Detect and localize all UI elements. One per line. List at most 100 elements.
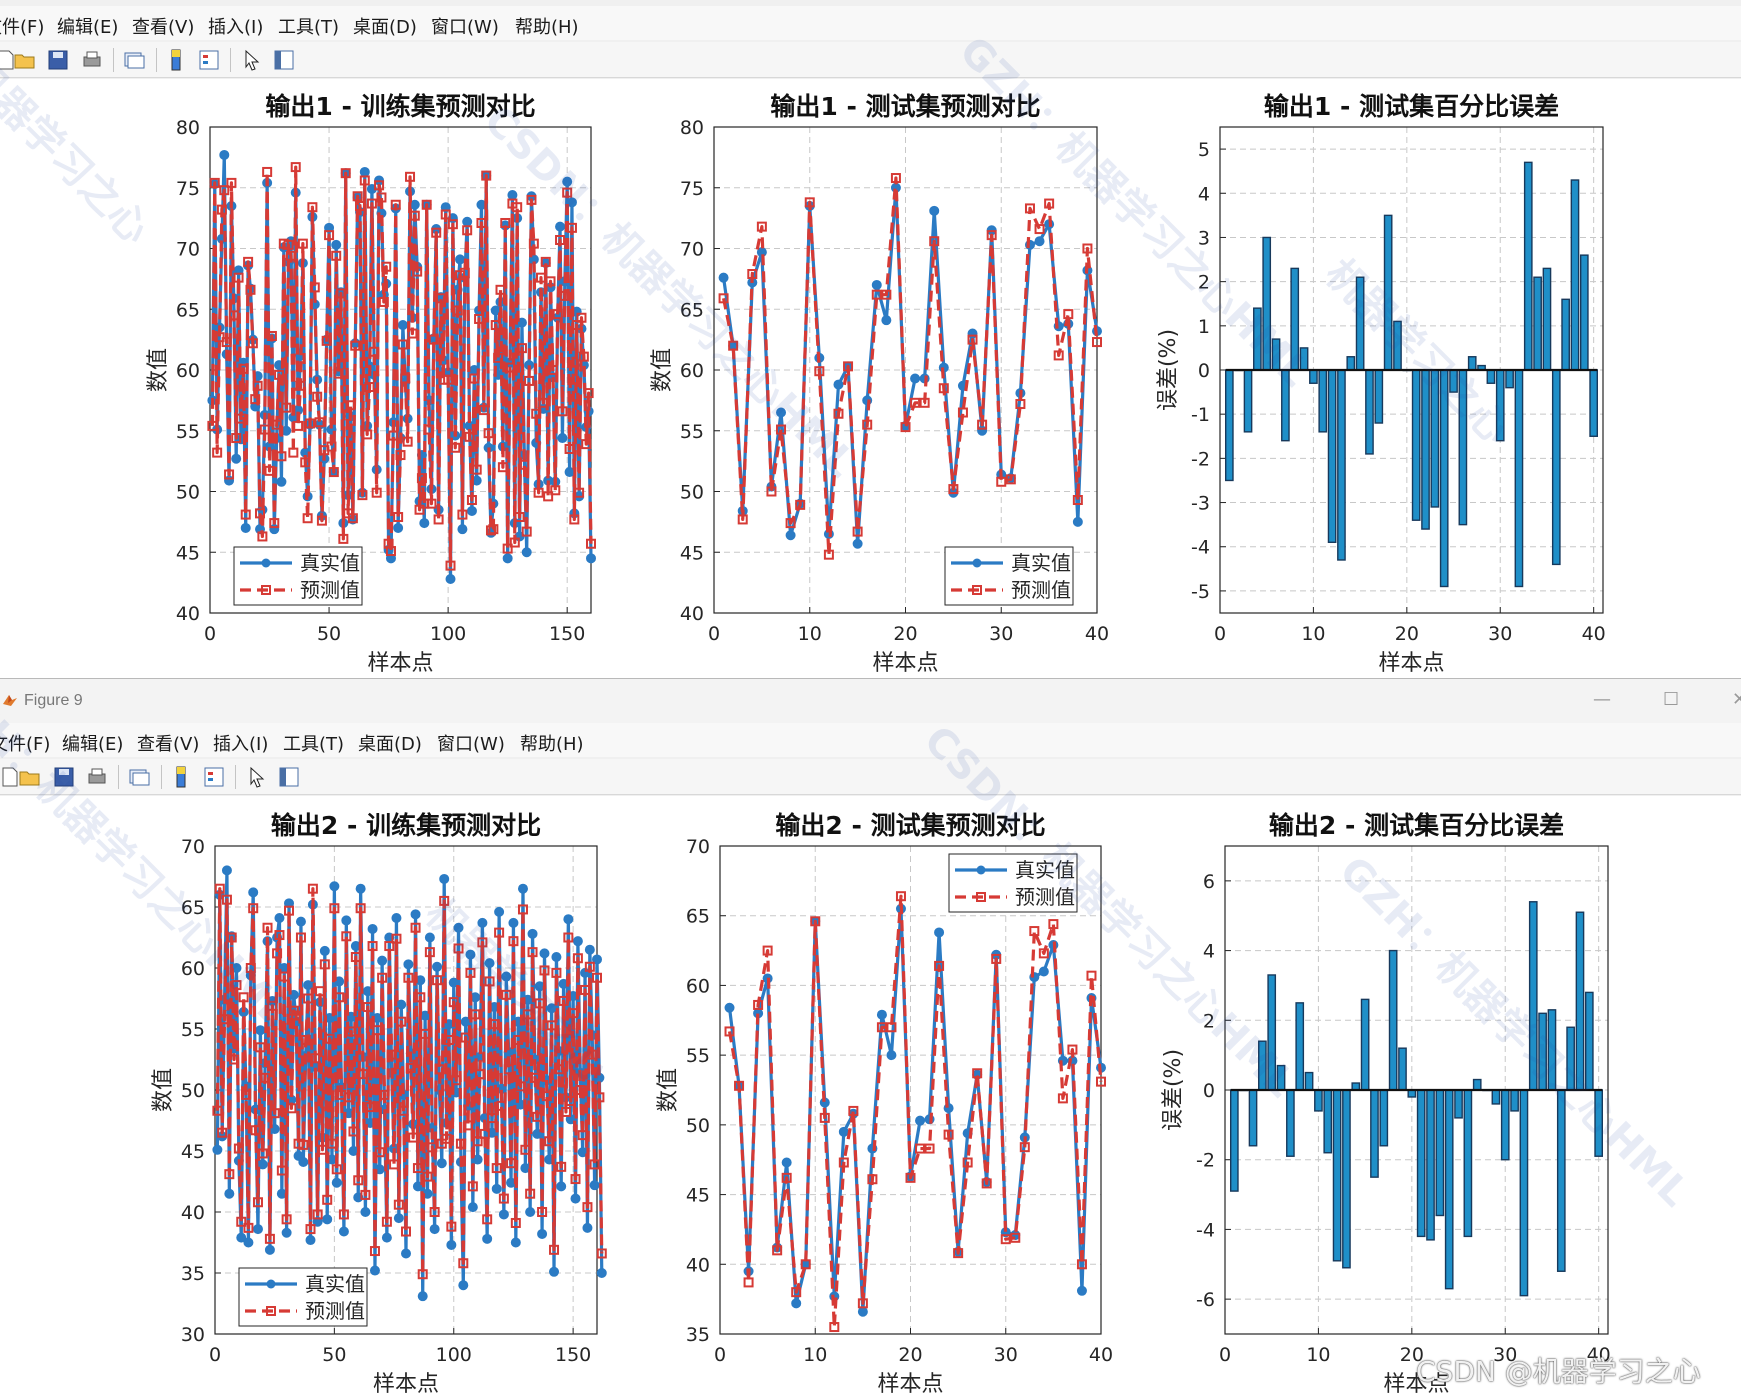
predicted-value-marker [374, 1147, 385, 1158]
predicted-value-marker [1072, 495, 1083, 506]
predicted-value-marker [1015, 399, 1026, 410]
open-folder-icon[interactable] [18, 765, 42, 789]
menu-edit[interactable]: 编辑(E) [57, 17, 119, 38]
colorbar-icon[interactable] [164, 48, 188, 72]
menu-bar: 文件(F) 编辑(E) 查看(V) 插入(I) 工具(T) 桌面(D) 窗口(W… [0, 6, 1741, 40]
new-figure-icon[interactable] [0, 48, 18, 72]
maximize-button[interactable]: ☐ [1663, 689, 1680, 710]
save-icon[interactable] [46, 48, 70, 72]
predicted-value-marker [552, 309, 563, 320]
predicted-value-marker [424, 424, 435, 435]
legend-icon[interactable] [202, 765, 226, 789]
predicted-value-marker [328, 467, 339, 478]
true-value-marker [440, 202, 451, 213]
menu-insert[interactable]: 插入(I) [208, 17, 264, 38]
menu-insert[interactable]: 插入(I) [213, 734, 269, 755]
predicted-value-marker [217, 1127, 228, 1138]
x-tick-label: 10 [1306, 1344, 1330, 1366]
predicted-value-marker [324, 230, 335, 241]
close-button[interactable]: ✕ [1732, 689, 1741, 710]
pointer-icon[interactable] [240, 48, 264, 72]
error-bar [1430, 369, 1440, 508]
print-icon[interactable] [85, 765, 109, 789]
true-value-marker [248, 887, 259, 898]
menu-desktop[interactable]: 桌面(D) [358, 734, 422, 755]
predicted-value-marker [281, 402, 292, 413]
y-tick-label: 30 [181, 1324, 205, 1346]
predicted-value-marker [279, 971, 290, 982]
predicted-value-marker [867, 1174, 878, 1185]
open-folder-icon[interactable] [13, 48, 37, 72]
predicted-value-marker [401, 1226, 411, 1237]
menu-help[interactable]: 帮助(H) [515, 17, 579, 38]
predicted-value-marker [895, 891, 906, 902]
error-bar [1299, 347, 1309, 371]
y-axis-label: 数值 [656, 1068, 681, 1112]
true-value-marker [532, 1128, 543, 1139]
link-figure-icon[interactable] [122, 48, 146, 72]
predicted-value-marker [439, 895, 450, 906]
true-value-marker [424, 932, 435, 943]
link-figure-icon[interactable] [127, 765, 151, 789]
predicted-value-marker [1038, 948, 1049, 959]
new-figure-icon[interactable] [0, 765, 22, 789]
legend-icon[interactable] [197, 48, 221, 72]
predicted-value-marker [737, 514, 748, 525]
error-bar [1547, 1009, 1557, 1091]
colorbar-icon[interactable] [169, 765, 193, 789]
x-tick-label: 0 [708, 623, 720, 645]
menu-tools[interactable]: 工具(T) [283, 734, 345, 755]
predicted-value-marker [233, 1143, 244, 1154]
property-editor-icon[interactable] [277, 765, 301, 789]
y-tick-label: 50 [176, 482, 200, 504]
true-value-marker [934, 927, 945, 938]
error-bar [1510, 1089, 1519, 1112]
predicted-value-marker [245, 284, 256, 295]
print-icon[interactable] [80, 48, 104, 72]
menu-window[interactable]: 窗口(W) [437, 734, 505, 755]
x-tick-label: 40 [1085, 623, 1109, 645]
minimize-button[interactable]: — [1593, 689, 1611, 710]
x-tick-label: 0 [204, 623, 216, 645]
error-bar [1370, 1089, 1379, 1178]
predicted-value-line [727, 894, 1103, 1329]
predicted-value-marker [402, 436, 413, 447]
true-value-marker [572, 936, 583, 947]
predicted-value-marker [376, 192, 387, 203]
predicted-value-marker [340, 168, 351, 179]
pointer-icon[interactable] [245, 765, 269, 789]
y-axis-label: 误差(%) [1161, 1049, 1186, 1131]
menu-tools[interactable]: 工具(T) [278, 17, 340, 38]
predicted-value-marker [857, 1298, 868, 1309]
figure-canvas: 0 50 100 150 30 35 40 45 50 55 60 65 70 输出2 - 训练集预测对比… [0, 796, 1741, 1398]
true-value-marker [557, 433, 568, 444]
predicted-value-marker [271, 419, 282, 430]
error-bar [1346, 356, 1356, 371]
predicted-value-marker [224, 1169, 235, 1180]
predicted-value-marker [388, 430, 399, 441]
y-tick-label: 65 [680, 299, 704, 321]
property-editor-icon[interactable] [272, 48, 296, 72]
y-axis-label: 数值 [650, 348, 675, 392]
menu-view[interactable]: 查看(V) [137, 734, 200, 755]
predicted-value-marker [434, 1064, 445, 1075]
predicted-value-marker [428, 334, 439, 345]
predicted-value-marker [545, 276, 556, 287]
menu-view[interactable]: 查看(V) [132, 17, 195, 38]
save-icon[interactable] [52, 765, 76, 789]
menu-desktop[interactable]: 桌面(D) [353, 17, 417, 38]
x-tick-label: 20 [1395, 623, 1419, 645]
error-bar [1309, 369, 1318, 384]
menu-help[interactable]: 帮助(H) [520, 734, 584, 755]
menu-file[interactable]: 文件(F) [0, 734, 51, 755]
true-value-marker [929, 205, 940, 216]
predicted-value-marker [429, 1207, 440, 1217]
true-value-marker [508, 917, 519, 928]
menu-file[interactable]: 文件(F) [0, 17, 45, 38]
menu-window[interactable]: 窗口(W) [431, 17, 499, 38]
predicted-value-marker [252, 380, 263, 391]
menu-edit[interactable]: 编辑(E) [62, 734, 124, 755]
predicted-value-marker [300, 457, 311, 468]
predicted-value-marker [580, 984, 591, 995]
predicted-value-marker [569, 514, 580, 525]
